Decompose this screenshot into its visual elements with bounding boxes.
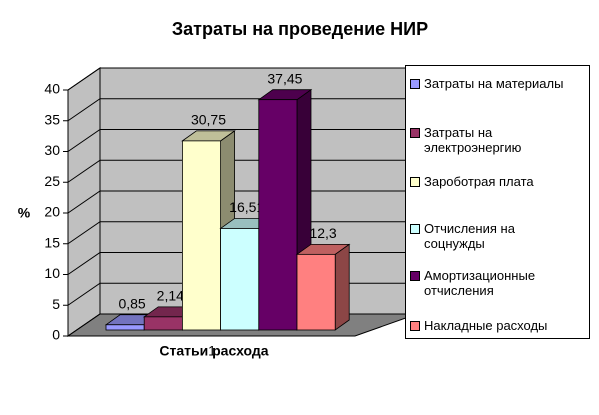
y-tick-label: 0 (52, 327, 60, 343)
y-tick-label: 15 (44, 234, 60, 250)
legend-label: Затраты на электроэнергию (424, 125, 522, 155)
legend-label: Отчисления на соцнужды (424, 221, 515, 251)
y-tick-label: 10 (44, 265, 60, 281)
bar (143, 316, 183, 331)
bar-side (334, 243, 350, 331)
value-label: 30,75 (191, 112, 226, 128)
legend-label: Затраты на материалы (424, 76, 564, 91)
value-label: 12,3 (309, 225, 336, 241)
y-tick-label: 5 (52, 296, 60, 312)
legend-label: Накладные расходы (424, 318, 548, 333)
legend: Затраты на материалы Затраты на электроэн… (405, 65, 590, 339)
legend-swatch (410, 271, 420, 281)
y-axis-title: % (18, 205, 31, 221)
legend-label: Амортизационные отчисления (424, 268, 536, 298)
legend-swatch (410, 321, 420, 331)
bar (220, 228, 260, 331)
y-tick-label: 35 (44, 111, 60, 127)
value-label: 37,45 (267, 70, 302, 86)
legend-swatch (410, 177, 420, 187)
y-tick-label: 40 (44, 81, 60, 97)
bar (105, 324, 145, 331)
value-label: 0,85 (118, 295, 145, 311)
bar (258, 99, 298, 331)
legend-label: Зароботрая плата (424, 174, 534, 189)
y-tick-label: 20 (44, 204, 60, 220)
grid-line (67, 67, 417, 91)
chart-title: Затраты на проведение НИР (172, 19, 428, 39)
y-tick-label: 30 (44, 142, 60, 158)
legend-swatch (410, 79, 420, 89)
bar (181, 140, 221, 331)
value-label: 16,51 (229, 199, 264, 215)
x-axis-title: Статьи расхода (159, 343, 268, 359)
bar (296, 253, 336, 331)
value-label: 2,14 (157, 288, 184, 304)
x-tick-label: 1 (208, 343, 216, 359)
legend-swatch (410, 128, 420, 138)
y-tick-label: 25 (44, 173, 60, 189)
legend-swatch (410, 224, 420, 234)
